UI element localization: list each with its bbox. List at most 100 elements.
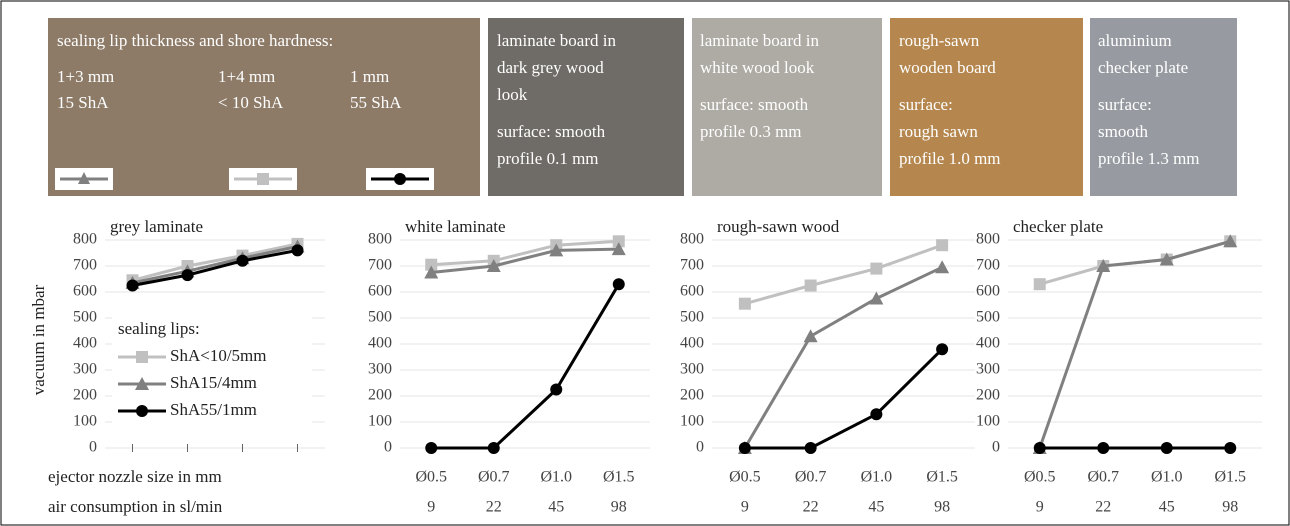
photo-text: white wood look [700, 58, 815, 77]
y-tick-label: 200 [368, 387, 392, 404]
marker [292, 244, 304, 256]
y-tick-label: 100 [73, 413, 97, 430]
marker [1224, 442, 1236, 454]
photo-text: profile 1.0 mm [899, 149, 1001, 168]
marker [739, 442, 751, 454]
y-tick-label: 100 [368, 413, 392, 430]
x-tick-label-2: 22 [486, 499, 502, 516]
x-tick-label: Ø1.5 [603, 469, 635, 486]
x-tick-label: Ø0.5 [729, 469, 761, 486]
x-axis-label: ejector nozzle size in mm [48, 467, 222, 486]
y-tick-label: 400 [680, 335, 704, 352]
y-tick-label: 700 [73, 257, 97, 274]
legend-label: ShA<10/5mm [170, 346, 267, 365]
y-tick-label: 300 [680, 361, 704, 378]
swatch-marker [257, 173, 269, 185]
x-tick-label: Ø0.5 [1024, 469, 1056, 486]
y-tick-label: 500 [73, 309, 97, 326]
marker [127, 280, 139, 292]
marker [805, 280, 817, 292]
photo-text: laminate board in [497, 31, 616, 50]
legend-label: ShA55/1mm [170, 400, 257, 419]
legend-title: sealing lips: [118, 319, 200, 338]
y-tick-label: 200 [976, 387, 1000, 404]
x-tick-label-2: 9 [427, 499, 435, 516]
photo-text: profile 0.3 mm [700, 122, 802, 141]
marker [805, 442, 817, 454]
marker [936, 343, 948, 355]
photo-text: surface: smooth [497, 122, 606, 141]
photo-text: 55 ShA [350, 93, 402, 112]
marker [488, 442, 500, 454]
y-tick-label: 600 [976, 283, 1000, 300]
y-tick-label: 300 [368, 361, 392, 378]
photo-text: surface: [1098, 95, 1152, 114]
y-tick-label: 0 [89, 439, 97, 456]
chart-title: checker plate [1013, 217, 1103, 236]
y-tick-label: 700 [976, 257, 1000, 274]
marker [936, 239, 948, 251]
y-tick-label: 800 [976, 231, 1000, 248]
photo-text: aluminium [1098, 31, 1172, 50]
x-tick-label-2: 9 [1036, 499, 1044, 516]
y-tick-label: 200 [680, 387, 704, 404]
photo-text: laminate board in [700, 31, 819, 50]
marker [870, 408, 882, 420]
swatch-marker [394, 173, 406, 185]
y-tick-label: 700 [680, 257, 704, 274]
y-tick-label: 800 [680, 231, 704, 248]
photo-text: rough-sawn [899, 31, 980, 50]
y-tick-label: 0 [384, 439, 392, 456]
chart-title: white laminate [405, 217, 506, 236]
x-tick-label-2: 22 [803, 499, 819, 516]
photo-text: 15 ShA [57, 93, 109, 112]
x-tick-label-2: 98 [934, 499, 950, 516]
marker [136, 351, 148, 363]
legend: sealing lips:ShA<10/5mmShA15/4mmShA55/1m… [112, 316, 312, 426]
y-tick-label: 700 [368, 257, 392, 274]
marker [136, 405, 148, 417]
x-tick-label-2: 45 [868, 499, 884, 516]
y-tick-label: 400 [368, 335, 392, 352]
marker [739, 298, 751, 310]
y-tick-label: 600 [680, 283, 704, 300]
chart-title: grey laminate [110, 217, 203, 236]
y-tick-label: 100 [680, 413, 704, 430]
marker [425, 442, 437, 454]
photo-text: sealing lip thickness and shore hardness… [57, 31, 333, 50]
y-tick-label: 300 [976, 361, 1000, 378]
figure: sealing lip thickness and shore hardness… [0, 0, 1290, 526]
y-tick-label: 0 [992, 439, 1000, 456]
marker [1034, 442, 1046, 454]
x-tick-label: Ø0.7 [1087, 469, 1119, 486]
photo-text: profile 0.1 mm [497, 149, 599, 168]
photo-text: dark grey wood [497, 58, 604, 77]
y-axis-label: vacuum in mbar [29, 284, 48, 395]
photo-text: wooden board [899, 58, 996, 77]
x-tick-label-2: 9 [741, 499, 749, 516]
y-tick-label: 600 [73, 283, 97, 300]
x-tick-label-2: 22 [1095, 499, 1111, 516]
photo-text: 1+4 mm [218, 67, 275, 86]
marker [1161, 442, 1173, 454]
marker [550, 384, 562, 396]
y-tick-label: 400 [73, 335, 97, 352]
photo-panels: sealing lip thickness and shore hardness… [48, 18, 1237, 196]
y-tick-label: 800 [73, 231, 97, 248]
x-tick-label: Ø1.0 [861, 469, 893, 486]
y-tick-label: 600 [368, 283, 392, 300]
photo-text: checker plate [1098, 58, 1188, 77]
x-tick-label: Ø0.7 [478, 469, 510, 486]
x-tick-label: Ø0.7 [795, 469, 827, 486]
x-tick-label-2: 98 [611, 499, 627, 516]
y-tick-label: 400 [976, 335, 1000, 352]
x-tick-label-2: 45 [548, 499, 564, 516]
marker [1034, 278, 1046, 290]
photo-text: 1+3 mm [57, 67, 114, 86]
y-tick-label: 800 [368, 231, 392, 248]
y-tick-label: 500 [976, 309, 1000, 326]
x-tick-label-2: 98 [1222, 499, 1238, 516]
marker [182, 269, 194, 281]
y-tick-label: 500 [680, 309, 704, 326]
photo-text: surface: [899, 95, 953, 114]
